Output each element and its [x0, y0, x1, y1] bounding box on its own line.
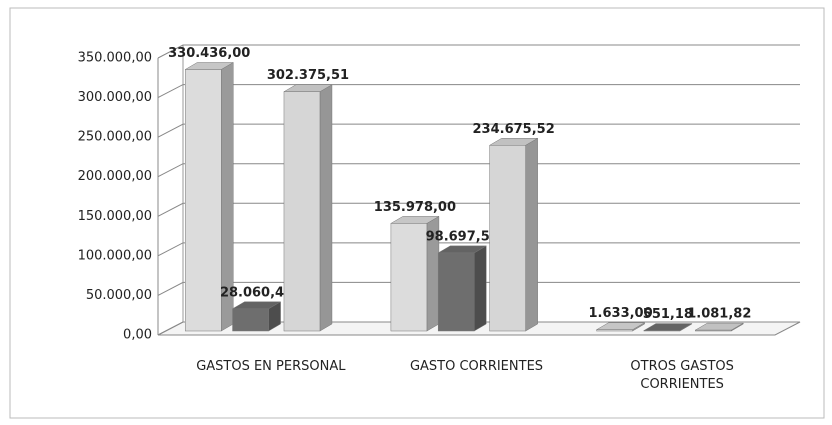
value-label: 1.081,82 — [687, 307, 751, 322]
value-label: 1.633,00 — [589, 306, 653, 321]
grid-line — [157, 44, 800, 59]
bar-side — [525, 137, 538, 332]
y-tick-label: 0,00 — [123, 328, 152, 343]
value-label: 302.375,51 — [267, 68, 349, 83]
bar — [184, 69, 222, 332]
value-label: 330.436,00 — [168, 46, 250, 61]
y-tick-label: 100.000,00 — [78, 248, 152, 263]
y-tick-label: 300.000,00 — [78, 90, 152, 105]
x-tick-label: GASTO CORRIENTES — [409, 359, 544, 374]
x-tick-label: OTROS GASTOS CORRIENTES — [630, 359, 734, 392]
value-label: 551,18 — [643, 307, 693, 322]
bar — [390, 223, 428, 332]
value-label: 98.697,52 — [426, 229, 499, 244]
grid-line — [157, 242, 800, 257]
bar — [437, 252, 475, 332]
y-tick-label: 250.000,00 — [78, 130, 152, 145]
x-tick-label: GASTOS EN PERSONAL — [196, 359, 346, 374]
y-tick-label: 50.000,00 — [86, 288, 152, 303]
bar — [283, 91, 321, 332]
value-label: 28.060,49 — [220, 285, 293, 300]
grid-line — [157, 163, 800, 178]
grid-line — [157, 123, 800, 138]
frame — [9, 7, 825, 419]
grid-line — [157, 321, 800, 336]
bar-side — [473, 245, 487, 332]
bar — [695, 329, 732, 332]
grid-line — [157, 281, 800, 296]
y-tick-label: 200.000,00 — [78, 169, 152, 184]
bar — [596, 329, 633, 332]
value-label: 135.978,00 — [374, 200, 456, 215]
bar — [489, 145, 526, 332]
grid-line — [157, 202, 800, 217]
y-tick-label: 150.000,00 — [78, 209, 152, 224]
y-tick-label: 350.000,00 — [78, 51, 152, 66]
value-label: 234.675,52 — [473, 122, 555, 137]
bar — [232, 308, 269, 332]
grid-line — [157, 84, 800, 99]
bar-side — [319, 84, 333, 332]
